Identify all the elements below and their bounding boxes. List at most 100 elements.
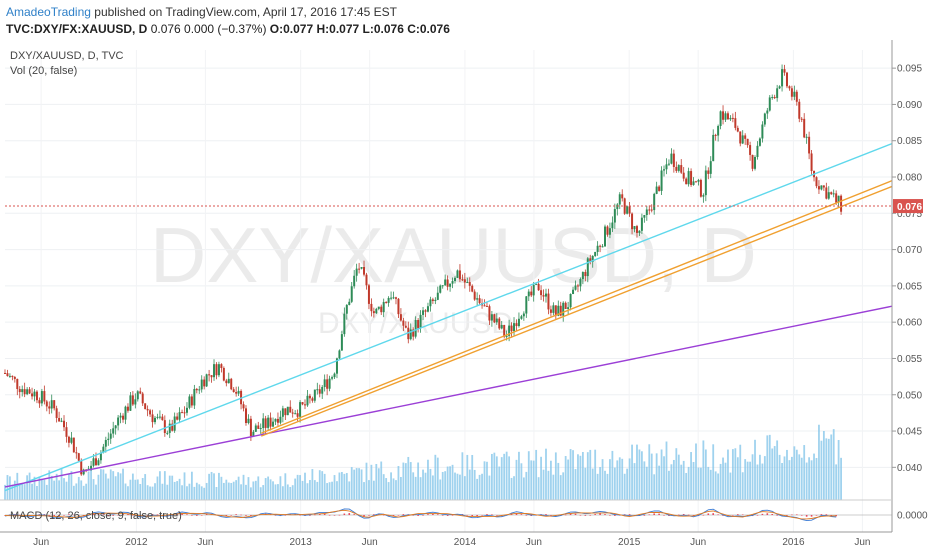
volume-bar <box>798 454 801 500</box>
volume-bar <box>557 462 560 500</box>
volume-bar <box>810 460 813 500</box>
volume-bar <box>481 473 483 500</box>
candle-body <box>21 389 24 393</box>
volume-bar <box>813 453 815 500</box>
volume-bar <box>63 478 65 500</box>
trendline-purple[interactable] <box>4 305 893 488</box>
candle-body <box>53 400 56 409</box>
candle-body <box>530 291 533 296</box>
volume-bar <box>218 472 220 500</box>
candle-body <box>778 86 781 89</box>
candle-body <box>252 431 255 437</box>
candle-body <box>631 213 634 230</box>
y-tick-label: 0.065 <box>897 281 922 292</box>
volume-bar <box>274 484 277 500</box>
candle-body <box>436 292 439 300</box>
candle-body <box>808 136 811 154</box>
volume-bar <box>75 483 78 500</box>
candle-body <box>810 153 813 171</box>
candle-body <box>50 400 53 409</box>
candle-body <box>316 389 319 391</box>
candle-body <box>267 417 270 428</box>
trendline-orange-2[interactable] <box>260 179 893 434</box>
macd-hist-bar <box>333 515 336 516</box>
volume-bar <box>149 486 151 500</box>
macd-hist-bar <box>825 514 828 515</box>
volume-bar <box>626 468 629 500</box>
candle-body <box>424 310 427 312</box>
candle-body <box>559 305 562 316</box>
macd-hist-bar <box>771 513 774 515</box>
volume-bar <box>173 481 176 500</box>
candle-body <box>227 378 230 384</box>
candle-body <box>485 305 488 307</box>
volume-bar <box>205 482 208 500</box>
volume-bar <box>350 467 353 500</box>
macd-hist-bar <box>643 515 646 516</box>
volume-bar <box>818 424 820 500</box>
candle-body <box>104 440 107 447</box>
candle-body <box>576 285 579 287</box>
volume-bar <box>586 452 589 500</box>
trendline-cyan[interactable] <box>4 142 893 492</box>
candle-body <box>731 117 734 119</box>
volume-bar <box>368 480 370 500</box>
volume-bar <box>122 468 124 500</box>
volume-bar <box>348 481 351 500</box>
candle-body <box>114 425 117 429</box>
volume-bar <box>382 474 385 500</box>
candle-body <box>790 88 793 97</box>
volume-bar <box>604 470 606 500</box>
candle-body <box>419 314 422 329</box>
candle-body <box>237 390 240 394</box>
candle-body <box>741 135 744 144</box>
candle-body <box>456 270 459 278</box>
candle-body <box>63 420 66 428</box>
volume-bar <box>279 476 282 500</box>
candle-body <box>200 379 203 390</box>
candle-body <box>638 230 641 233</box>
candle-body <box>461 279 464 281</box>
chart-area[interactable]: DXY/XAUUSD, DDXY/XAUUSD 0.0000 0.0950.09… <box>0 40 932 550</box>
candle-body <box>87 468 90 470</box>
volume-bar <box>579 455 582 500</box>
candle-body <box>244 408 247 424</box>
volume-bar <box>48 470 51 500</box>
candle-body <box>141 393 144 404</box>
volume-bar <box>6 475 9 500</box>
candle-body <box>360 266 363 269</box>
candle-body <box>564 302 567 309</box>
volume-bar <box>70 471 73 500</box>
trendlines[interactable] <box>4 142 893 492</box>
volume-bar <box>540 456 542 500</box>
candle-body <box>409 329 412 340</box>
volume-bar <box>163 471 166 500</box>
candle-body <box>604 226 607 247</box>
volume-bar <box>136 479 139 500</box>
macd-hist-bar <box>466 515 469 516</box>
candle-body <box>586 258 589 277</box>
y-tick-label: 0.095 <box>897 64 922 75</box>
trendline-orange-1[interactable] <box>260 185 893 437</box>
volume-bar <box>550 460 552 500</box>
candle-body <box>185 407 188 413</box>
volume-bar <box>267 476 270 500</box>
candle-body <box>635 226 638 233</box>
volume-bar <box>522 477 525 500</box>
macd-hist-bar <box>73 514 75 516</box>
volume-bar <box>370 464 373 500</box>
candle-body <box>348 301 351 305</box>
volume-bar <box>483 461 486 500</box>
candle-body <box>591 255 594 262</box>
publish-info: published on TradingView.com, April 17, … <box>94 5 397 19</box>
macd-hist-bar <box>53 515 55 517</box>
candle-body <box>783 69 786 73</box>
x-tick-label: 2013 <box>290 537 313 548</box>
macd-hist-bar <box>250 515 252 517</box>
ohlc-values: O:0.077 H:0.077 L:0.076 C:0.076 <box>269 22 450 36</box>
macd-hist-bar <box>589 515 592 516</box>
volume-bar <box>355 468 358 500</box>
author-link[interactable]: AmadeoTrading <box>6 5 91 19</box>
candle-body <box>414 320 417 337</box>
